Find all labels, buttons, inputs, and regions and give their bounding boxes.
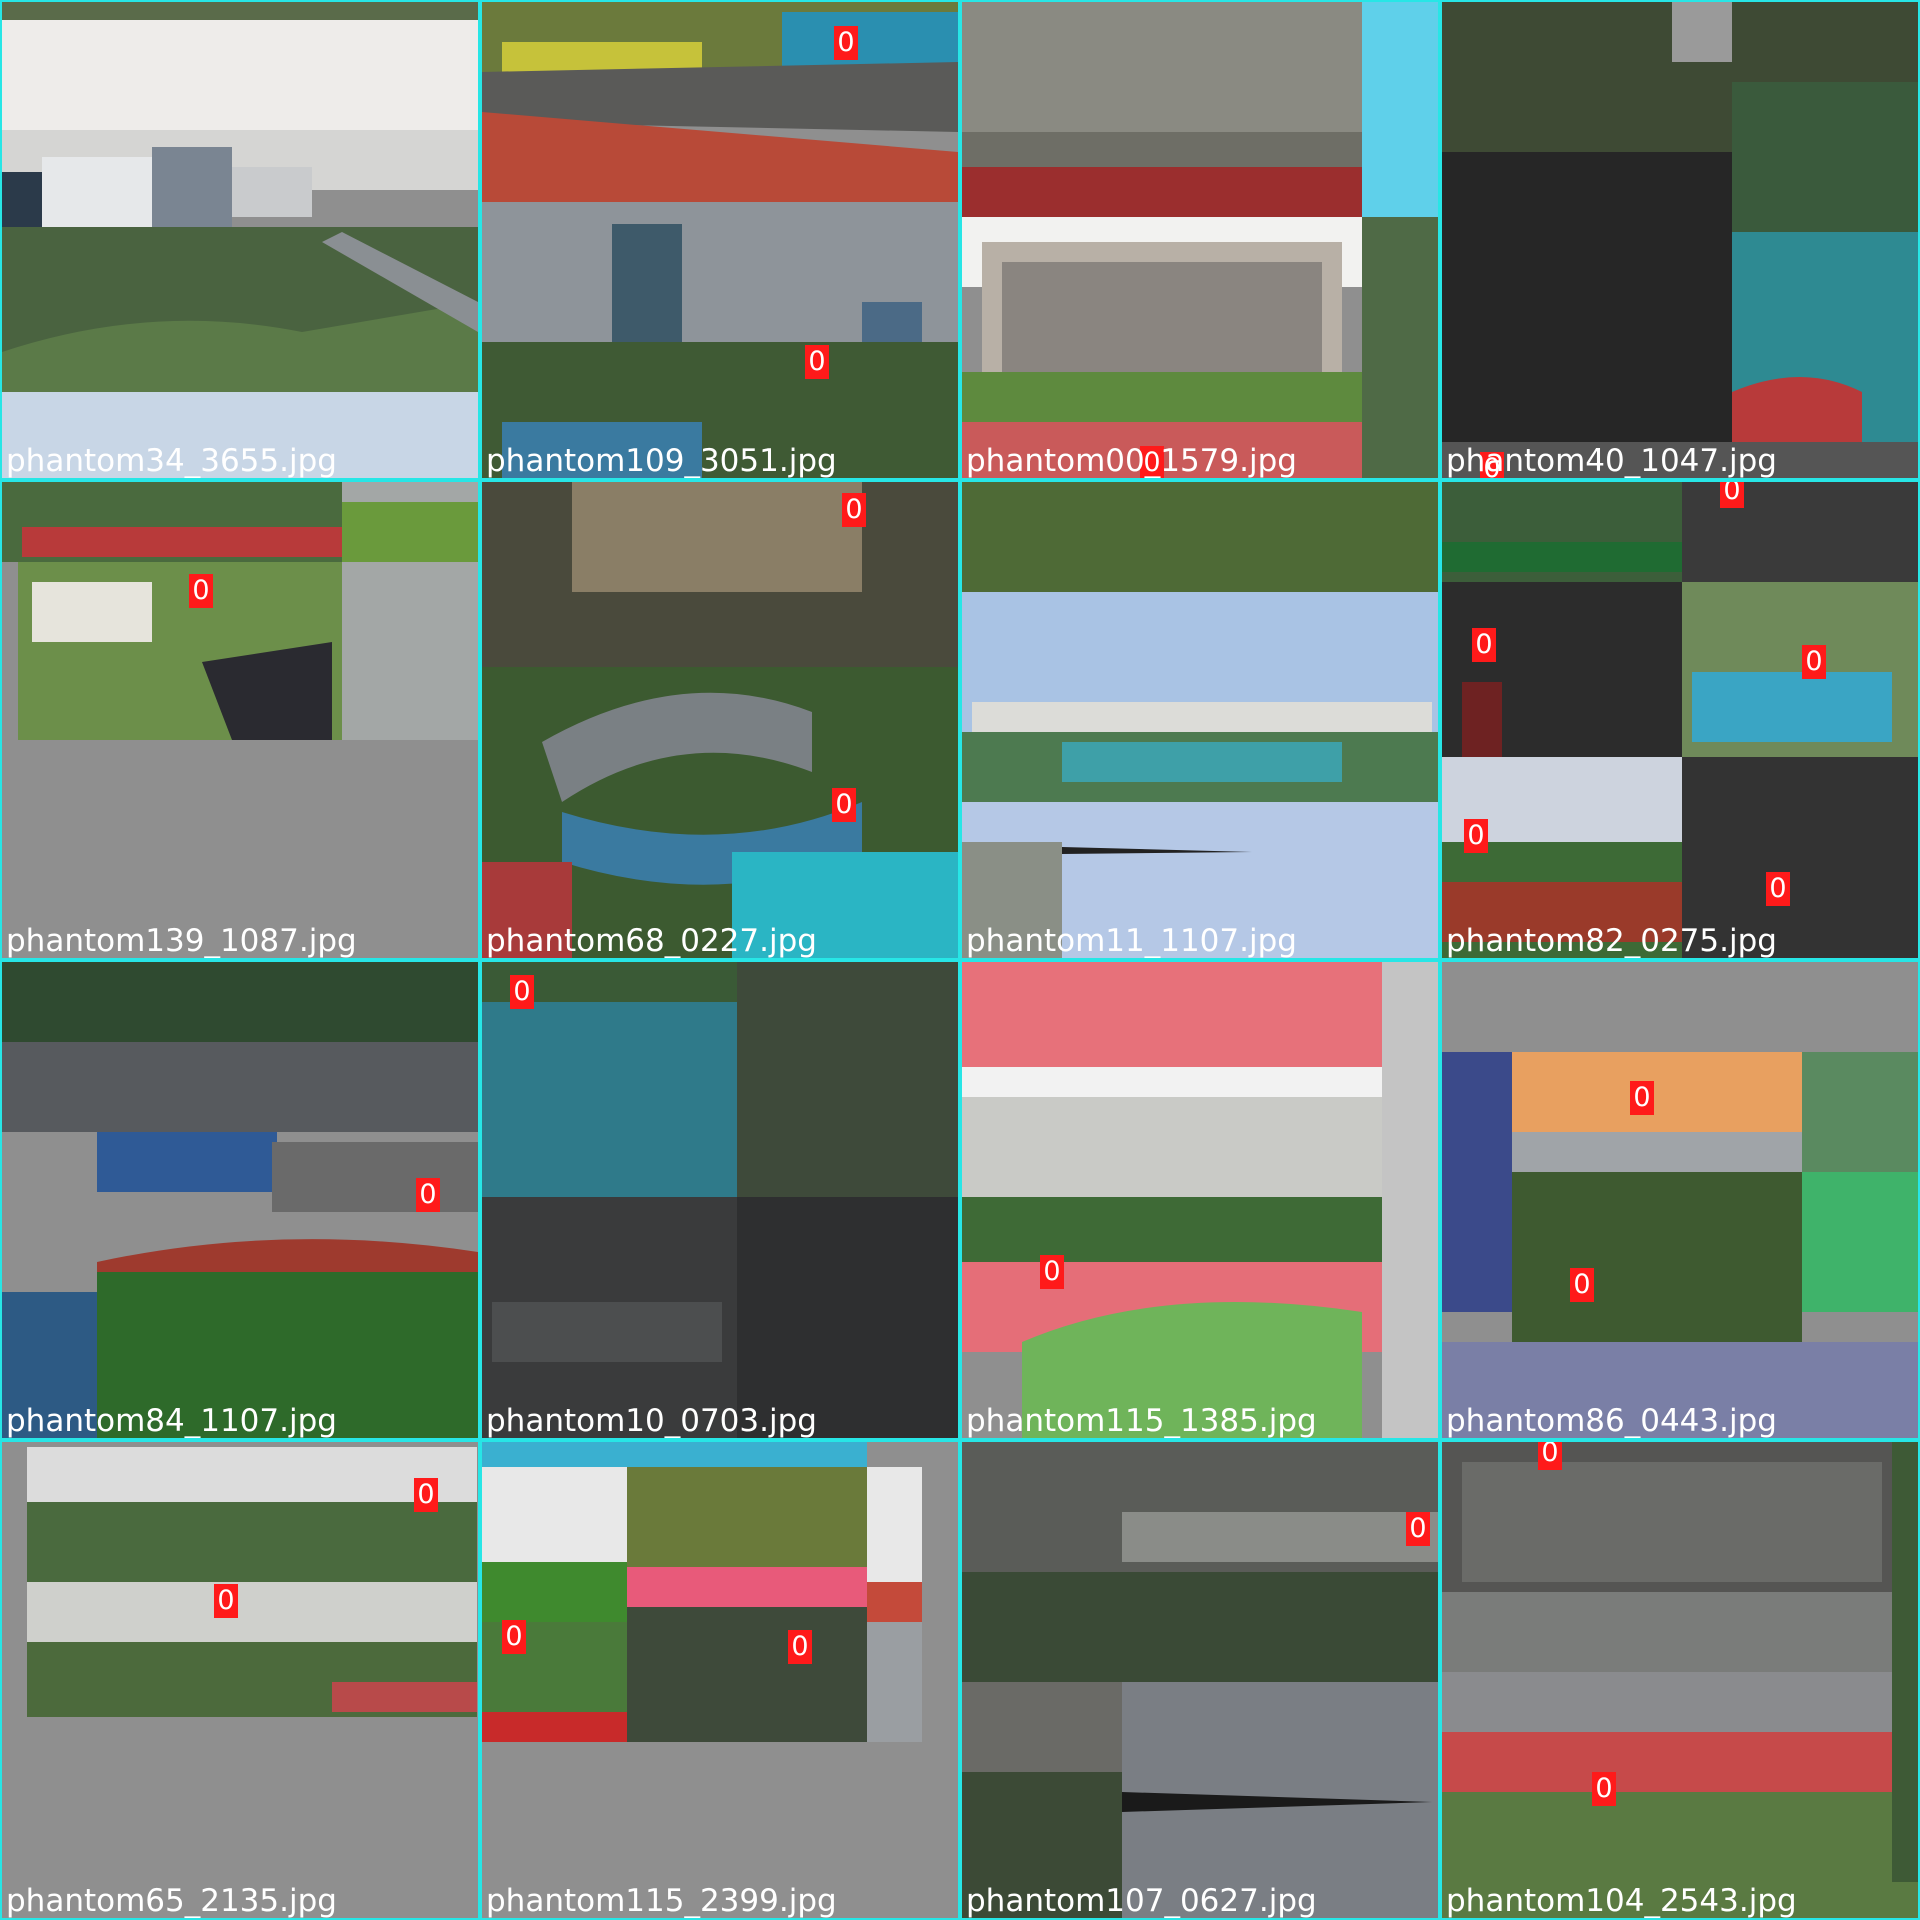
tile-filename: phantom40_1047.jpg <box>1446 443 1777 479</box>
detection-label: 0 <box>1140 446 1164 478</box>
detection-label: 0 <box>1472 628 1496 662</box>
photo-thumbnail <box>2 1442 478 1918</box>
tile-filename: phantom84_1107.jpg <box>6 1403 337 1439</box>
photo-thumbnail <box>2 482 478 958</box>
tile-filename: phantom11_1107.jpg <box>966 923 1297 959</box>
mosaic-tile: 0 0 phantom65_2135.jpg <box>0 1440 480 1920</box>
photo-thumbnail <box>962 962 1438 1438</box>
detection-label: 0 <box>1406 1512 1430 1546</box>
photo-thumbnail <box>482 1442 958 1918</box>
tile-filename: phantom00_1579.jpg <box>966 443 1297 479</box>
mosaic-tile: 0 0 phantom109_3051.jpg <box>480 0 960 480</box>
photo-thumbnail <box>1442 1442 1918 1918</box>
tile-filename: phantom82_0275.jpg <box>1446 923 1777 959</box>
mosaic-tile: 0 phantom84_1107.jpg <box>0 960 480 1440</box>
detection-label: 0 <box>832 788 856 822</box>
mosaic-tile: 0 phantom115_1385.jpg <box>960 960 1440 1440</box>
detection-label: 0 <box>1802 645 1826 679</box>
photo-thumbnail <box>962 482 1438 958</box>
detection-label: 0 <box>502 1620 526 1654</box>
tile-filename: phantom107_0627.jpg <box>966 1883 1317 1919</box>
tile-filename: phantom109_3051.jpg <box>486 443 837 479</box>
detection-label: 0 <box>1464 819 1488 853</box>
detection-label: 0 <box>1538 1442 1562 1470</box>
detection-label: 0 <box>842 493 866 527</box>
tile-filename: phantom34_3655.jpg <box>6 443 337 479</box>
mosaic-tile: phantom34_3655.jpg <box>0 0 480 480</box>
detection-label: 0 <box>414 1478 438 1512</box>
mosaic-tile: 0 phantom00_1579.jpg <box>960 0 1440 480</box>
detection-label: 0 <box>1592 1772 1616 1806</box>
detection-label: 0 <box>416 1178 440 1212</box>
photo-thumbnail <box>482 2 958 478</box>
tile-filename: phantom68_0227.jpg <box>486 923 817 959</box>
photo-thumbnail <box>482 482 958 958</box>
mosaic-tile: 0 phantom139_1087.jpg <box>0 480 480 960</box>
mosaic-tile: 0 0 phantom104_2543.jpg <box>1440 1440 1920 1920</box>
detection-label: 0 <box>1720 482 1744 508</box>
mosaic-tile: 0 0 phantom68_0227.jpg <box>480 480 960 960</box>
photo-thumbnail <box>962 1442 1438 1918</box>
mosaic-tile: 0 0 phantom86_0443.jpg <box>1440 960 1920 1440</box>
detection-label: 0 <box>805 345 829 379</box>
detection-label: 0 <box>510 975 534 1009</box>
photo-thumbnail <box>1442 962 1918 1438</box>
detection-label: 0 <box>1570 1268 1594 1302</box>
tile-filename: phantom65_2135.jpg <box>6 1883 337 1919</box>
photo-thumbnail <box>962 2 1438 478</box>
tile-filename: phantom139_1087.jpg <box>6 923 357 959</box>
mosaic-tile: phantom11_1107.jpg <box>960 480 1440 960</box>
photo-thumbnail <box>2 2 478 478</box>
tile-filename: phantom104_2543.jpg <box>1446 1883 1797 1919</box>
tile-filename: phantom86_0443.jpg <box>1446 1403 1777 1439</box>
mosaic-tile: 0 phantom10_0703.jpg <box>480 960 960 1440</box>
photo-thumbnail <box>1442 2 1918 478</box>
detection-label: 0 <box>834 26 858 60</box>
photo-thumbnail <box>2 962 478 1438</box>
detection-label: 0 <box>1630 1081 1654 1115</box>
photo-thumbnail <box>482 962 958 1438</box>
mosaic-tile: 0 phantom40_1047.jpg <box>1440 0 1920 480</box>
detection-label: 0 <box>788 1630 812 1664</box>
tile-filename: phantom10_0703.jpg <box>486 1403 817 1439</box>
mosaic-tile: 0 0 0 0 0 phantom82_0275.jpg <box>1440 480 1920 960</box>
photo-thumbnail <box>1442 482 1918 958</box>
mosaic-tile: 0 0 phantom115_2399.jpg <box>480 1440 960 1920</box>
detection-label: 0 <box>1480 452 1504 478</box>
tile-filename: phantom115_2399.jpg <box>486 1883 837 1919</box>
detection-label: 0 <box>214 1584 238 1618</box>
tile-filename: phantom115_1385.jpg <box>966 1403 1317 1439</box>
detection-label: 0 <box>1766 872 1790 906</box>
detection-label: 0 <box>189 574 213 608</box>
mosaic-tile: 0 phantom107_0627.jpg <box>960 1440 1440 1920</box>
detection-label: 0 <box>1040 1255 1064 1289</box>
